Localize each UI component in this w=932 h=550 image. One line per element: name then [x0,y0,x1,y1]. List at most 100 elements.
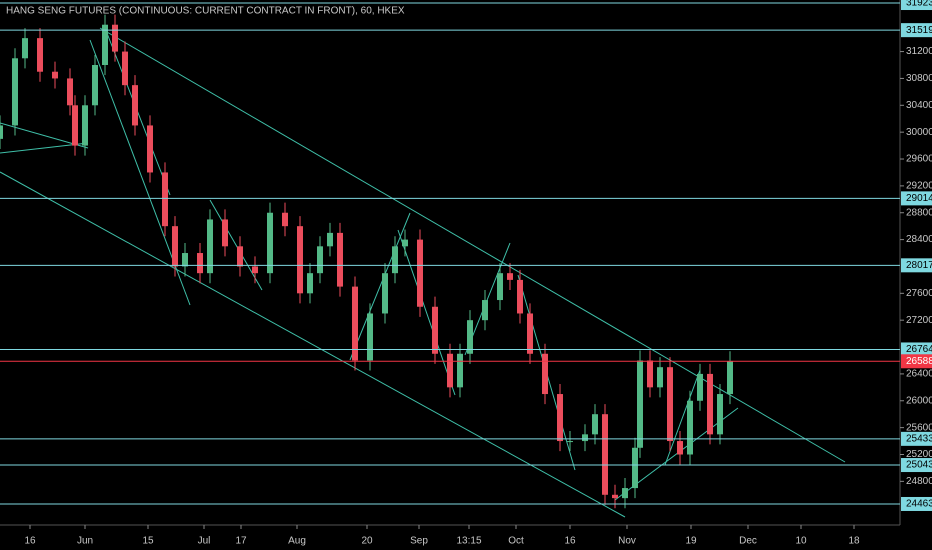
x-tick-label: 15 [142,536,154,547]
candle-body [132,85,138,126]
candle-body [82,105,88,146]
candle-body [197,253,203,274]
x-tick-label: 17 [235,536,247,547]
level-label: 24463 [906,499,932,510]
x-tick-label: Sep [410,536,428,547]
y-tick-label: 29200 [906,181,932,192]
candle-body [297,226,303,294]
candle-body [497,273,503,301]
y-tick-label: 25600 [906,422,932,433]
candle-body [222,219,228,247]
candle-body [417,239,423,307]
candle-body [697,373,703,401]
y-tick-label: 30000 [906,127,932,138]
x-tick-label: Jul [198,536,211,547]
candle-body [12,58,18,126]
candle-body [517,279,523,314]
candle-body [657,367,663,388]
level-label: 31519 [906,25,932,36]
candle-body [637,360,643,448]
candle-body [727,361,733,395]
y-tick-label: 27200 [906,315,932,326]
x-tick-label: Oct [508,536,524,547]
candle-body [707,373,713,435]
candle-body [122,51,128,86]
y-tick-label: 25200 [906,449,932,460]
x-tick-label: 16 [564,536,576,547]
candle-body [622,488,628,499]
candle-body [207,219,213,274]
candle-body [102,24,108,66]
level-badge [901,191,932,206]
y-tick-label: 31200 [906,46,932,57]
x-tick-label: Nov [618,536,636,547]
candle-body [182,253,188,267]
level-badge [901,496,932,511]
x-tick-label: 10 [795,536,807,547]
chart-title: HANG SENG FUTURES (CONTINUOUS: CURRENT C… [6,6,405,17]
x-tick-label: Dec [739,536,757,547]
candle-body [337,232,343,287]
level-label: 26588 [906,356,932,367]
candle-body [52,71,58,79]
candle-body [527,313,533,354]
level-label: 28017 [906,260,932,271]
candle-body [92,65,98,106]
candle-body [667,367,673,442]
candle-body [482,300,488,321]
y-tick-label: 26000 [906,395,932,406]
x-tick-label: 16 [24,536,36,547]
candle-body [557,394,563,442]
candle-body [677,441,683,455]
trend-line [99,27,846,463]
candle-body [327,232,333,247]
candle-body [447,353,453,388]
trend-line [664,369,701,466]
y-tick-label: 30400 [906,100,932,111]
candle-body [0,125,3,139]
level-badge [901,0,932,11]
candle-body [367,313,373,361]
candle-body [612,494,618,499]
x-tick-label: Aug [288,536,306,547]
level-label: 31923 [906,0,932,9]
candle-body [647,360,653,388]
candle-body [582,434,588,442]
candle-body [22,38,28,59]
y-tick-label: 28400 [906,234,932,245]
y-tick-label: 26400 [906,369,932,380]
candle-body [592,414,598,435]
candle-body [717,394,723,435]
candle-body [507,273,513,280]
level-badge [901,431,932,446]
candle-body [467,320,473,354]
level-label: 25433 [906,433,932,444]
trend-line [0,171,626,518]
candle-body [632,447,638,489]
candle-body [382,273,388,314]
y-tick-label: 29600 [906,154,932,165]
candle-body [602,414,608,495]
candle-body [402,239,408,247]
level-label: 25043 [906,460,932,471]
candle-body [237,246,243,267]
candle-body [162,172,168,227]
trend-line [397,229,456,396]
y-tick-label: 27600 [906,288,932,299]
level-badge [901,354,932,369]
candle-body [687,400,693,455]
trend-line [209,199,263,291]
candle-body [252,266,258,274]
level-label: 29014 [906,193,932,204]
candle-body [542,353,548,395]
level-badge [901,23,932,38]
candle-body [67,78,73,106]
candle-body [352,286,358,361]
y-tick-label: 24800 [906,476,932,487]
level-badge [901,342,932,357]
y-tick-label: 30800 [906,73,932,84]
x-tick-label: 19 [685,536,697,547]
